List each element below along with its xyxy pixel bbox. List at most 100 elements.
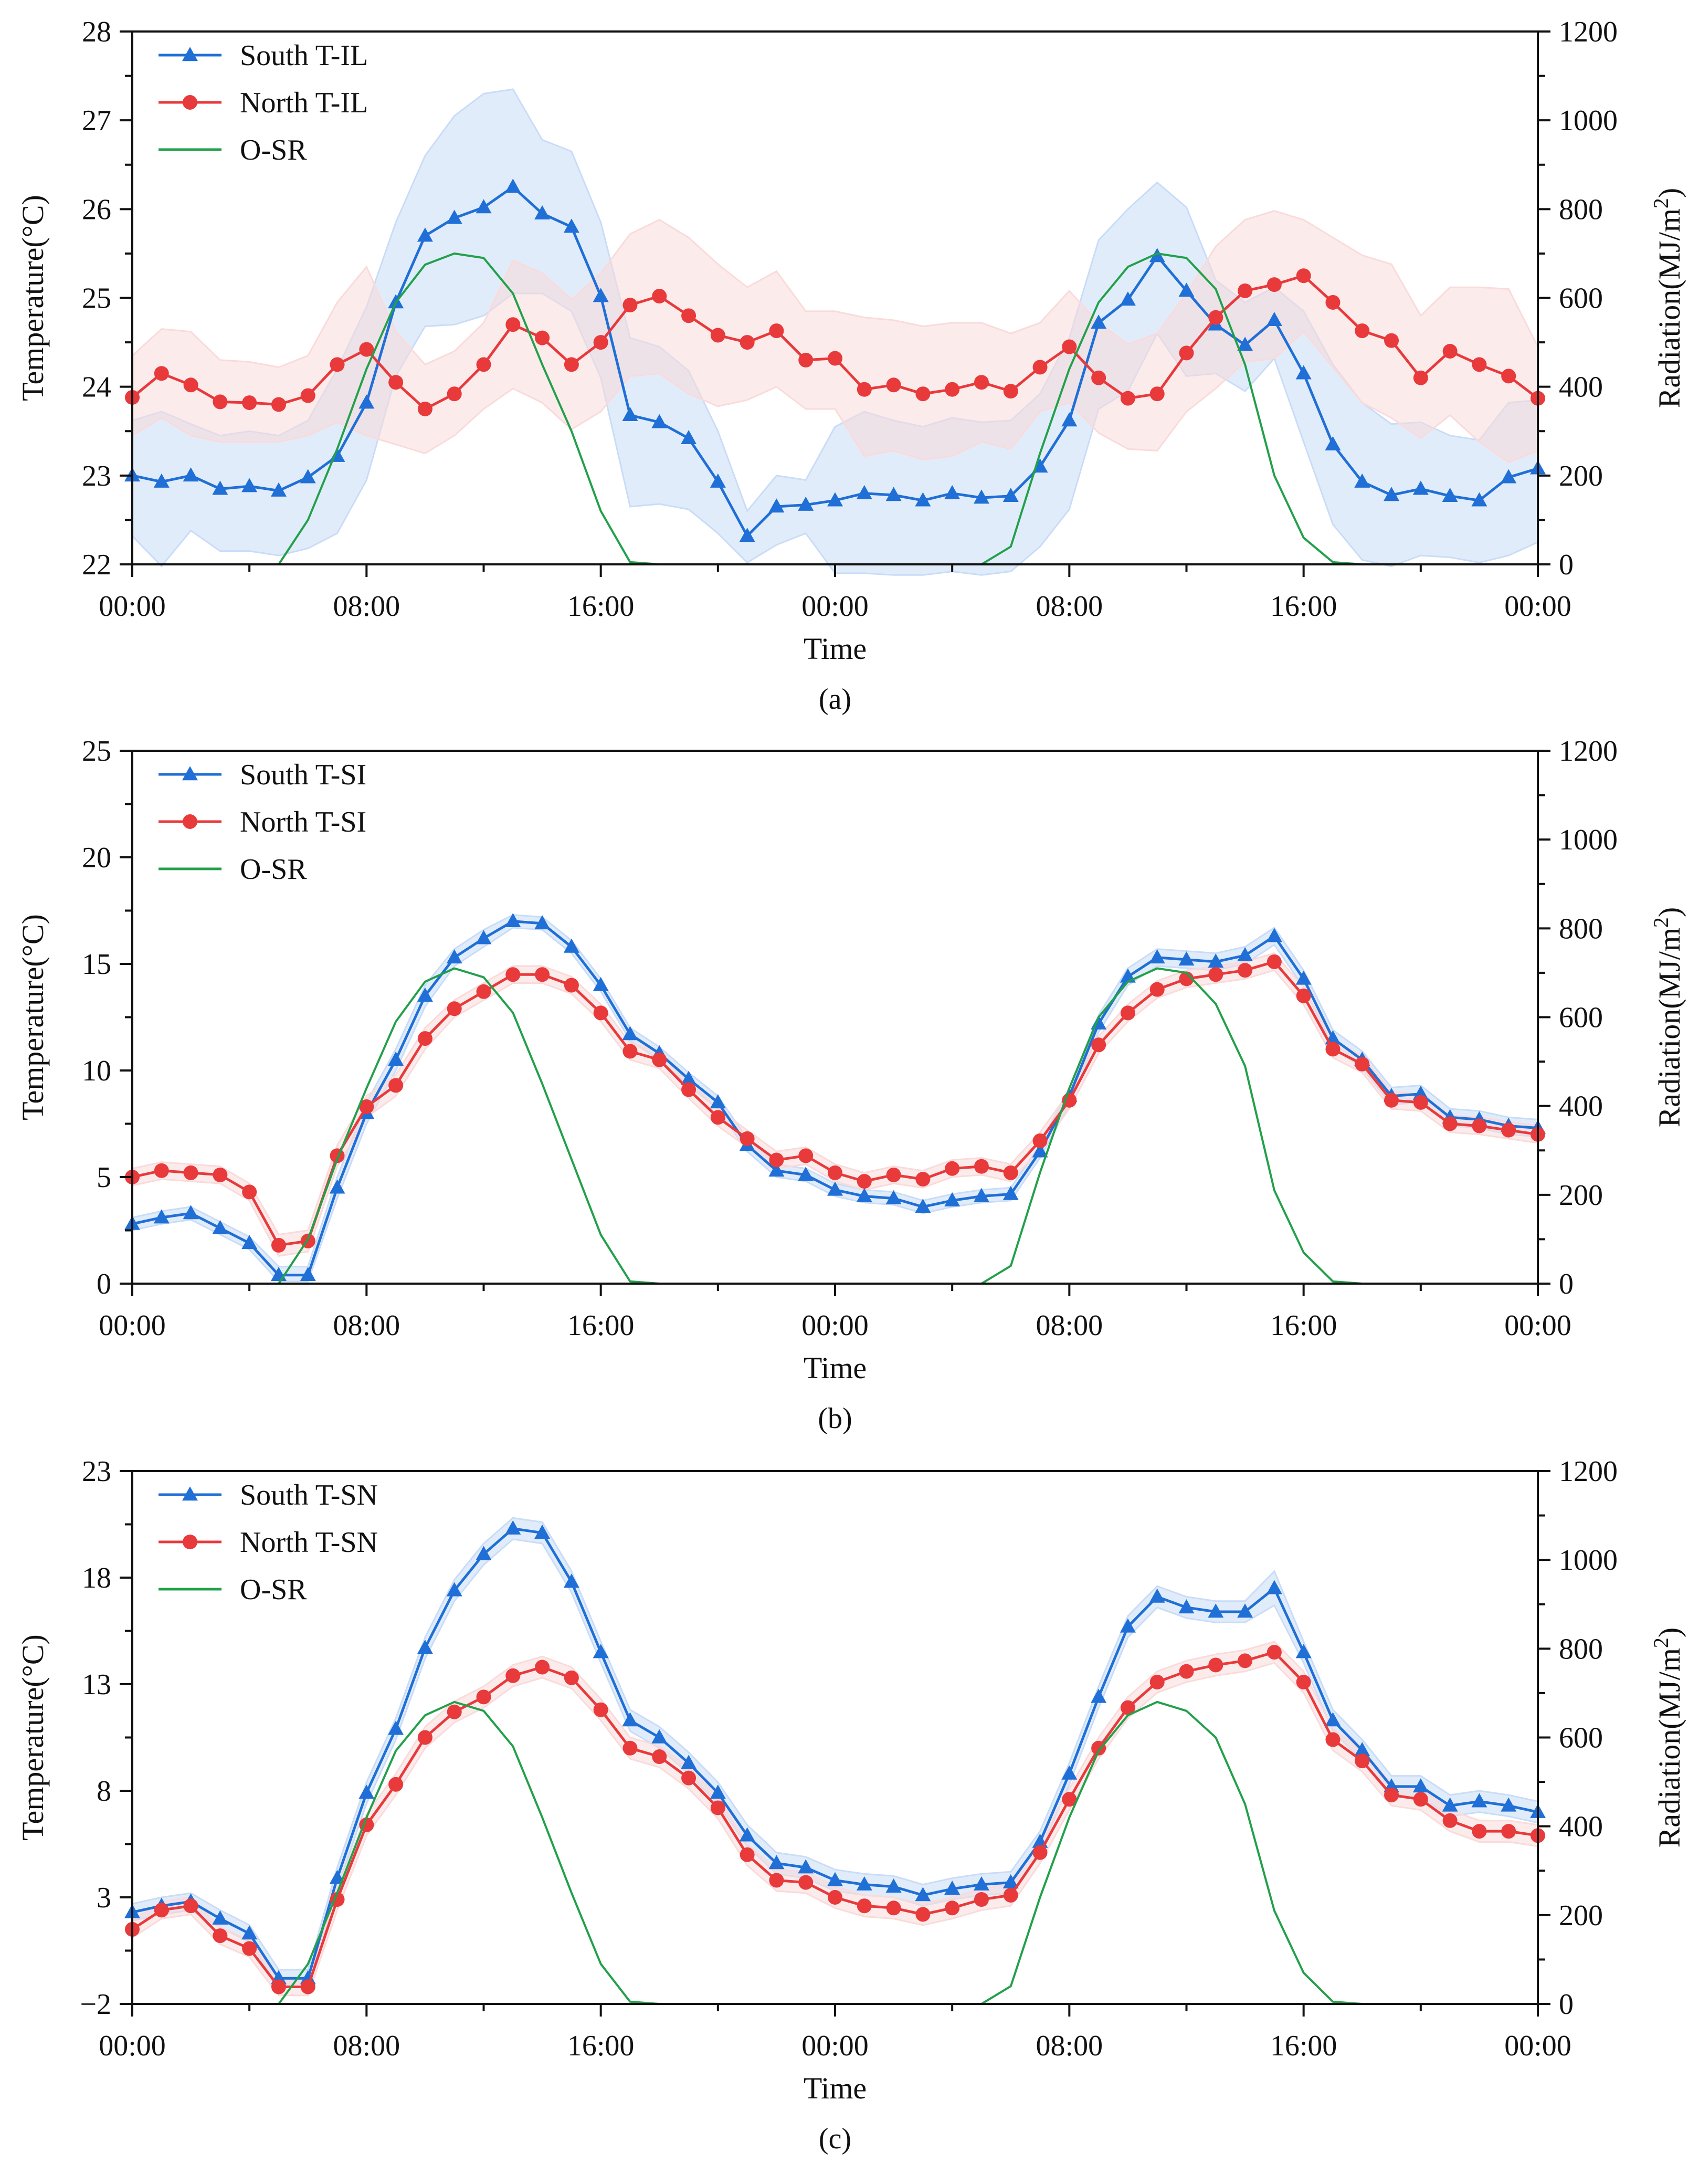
north-data-point — [945, 1161, 960, 1176]
south-data-point — [563, 938, 579, 953]
north-range-band — [131, 952, 1539, 1257]
legend-label: North T-SN — [240, 1526, 378, 1559]
south-data-point — [153, 473, 170, 488]
south-data-point — [827, 1181, 843, 1196]
y2-tick-label: 800 — [1559, 193, 1603, 226]
north-data-point — [271, 397, 286, 412]
south-data-point — [710, 1784, 726, 1799]
y-tick-label: 10 — [82, 1055, 111, 1087]
north-data-point — [213, 394, 228, 410]
south-data-point — [1120, 291, 1136, 306]
legend-label: South T-SI — [240, 759, 366, 791]
north-data-point — [593, 335, 608, 350]
north-data-point — [710, 328, 725, 343]
x-tick-label: 00:00 — [99, 2030, 166, 2062]
north-data-point — [1208, 1657, 1223, 1673]
south-data-point — [1032, 1143, 1048, 1158]
legend-triangle-marker — [182, 766, 198, 781]
north-data-point — [828, 1890, 842, 1905]
x-tick-label: 08:00 — [1036, 1309, 1103, 1342]
north-data-point — [183, 1165, 198, 1180]
north-data-point — [330, 357, 345, 372]
x-axis-title: Time — [804, 632, 867, 666]
y-tick-label: 23 — [82, 1455, 111, 1488]
north-data-point — [1149, 1674, 1165, 1689]
south-data-point — [476, 199, 492, 214]
north-data-point — [242, 1941, 257, 1956]
north-data-point — [1091, 1037, 1106, 1053]
x-tick-label: 08:00 — [1036, 590, 1103, 623]
south-data-point — [1325, 436, 1341, 450]
y2-tick-label: 200 — [1559, 1899, 1603, 1932]
north-data-point — [271, 1237, 286, 1253]
x-tick-label: 00:00 — [801, 1309, 869, 1342]
north-data-point — [1325, 1042, 1341, 1057]
south-data-point — [856, 485, 872, 499]
south-data-point — [856, 1876, 872, 1891]
north-data-point — [828, 1165, 842, 1180]
south-data-point — [183, 467, 199, 482]
x-tick-label: 16:00 — [1270, 2030, 1337, 2062]
north-data-point — [652, 289, 667, 304]
south-data-point — [739, 1827, 755, 1842]
south-data-point — [241, 1235, 258, 1250]
north-data-point — [1179, 345, 1194, 361]
legend-circle-marker — [183, 814, 197, 829]
north-data-point — [388, 1777, 404, 1792]
south-range-band — [131, 914, 1539, 1283]
north-data-point — [1062, 1792, 1077, 1807]
south-data-point — [505, 913, 521, 928]
south-series-line — [132, 920, 1538, 1277]
x-tick-label: 16:00 — [1270, 1309, 1337, 1342]
south-data-point — [798, 496, 814, 511]
south-data-point — [973, 489, 989, 504]
north-data-point — [886, 1900, 901, 1916]
south-data-point — [417, 988, 433, 1002]
y-tick-label: 25 — [82, 282, 111, 315]
north-data-point — [535, 967, 550, 982]
north-data-point — [769, 1873, 784, 1888]
south-data-point — [1412, 480, 1429, 495]
north-data-point — [1472, 357, 1487, 372]
y2-axis-title: Radiation(MJ/m2) — [1649, 907, 1686, 1128]
south-data-point — [856, 1188, 872, 1202]
north-data-point — [1238, 963, 1253, 978]
south-data-point — [915, 492, 931, 507]
north-data-point — [476, 1689, 491, 1705]
north-data-point — [593, 1702, 608, 1717]
south-data-point — [1501, 469, 1517, 484]
south-data-point — [1120, 1618, 1136, 1633]
south-data-point — [1149, 949, 1165, 964]
south-data-point — [241, 1925, 258, 1940]
y-axis-title: Temperature(°C) — [16, 1634, 50, 1841]
south-data-point — [329, 1179, 345, 1194]
north-data-point — [915, 1172, 931, 1187]
south-data-point — [915, 1887, 931, 1902]
south-data-point — [1091, 1688, 1107, 1703]
y2-tick-label: 1000 — [1559, 104, 1618, 137]
south-data-point — [212, 1220, 228, 1234]
south-data-point — [1002, 487, 1019, 502]
x-tick-label: 00:00 — [1504, 590, 1571, 623]
north-data-point — [1442, 1813, 1458, 1828]
south-data-point — [827, 492, 843, 507]
north-data-point — [359, 1099, 374, 1115]
south-data-point — [1149, 248, 1165, 262]
north-data-point — [564, 978, 579, 993]
north-data-point — [213, 1167, 228, 1182]
south-data-point — [212, 1910, 228, 1925]
north-data-point — [652, 1052, 667, 1067]
north-data-point — [1472, 1118, 1487, 1133]
south-data-point — [270, 482, 287, 497]
south-data-point — [768, 498, 785, 513]
north-data-point — [974, 1892, 989, 1907]
north-data-point — [915, 1907, 931, 1922]
legend-circle-marker — [183, 1535, 197, 1549]
south-data-point — [622, 1712, 638, 1727]
south-data-point — [593, 288, 609, 302]
north-data-point — [359, 342, 374, 357]
south-data-point — [1354, 1742, 1370, 1757]
north-data-point — [740, 1847, 755, 1862]
south-data-point — [1149, 1588, 1165, 1603]
south-data-point — [885, 1190, 902, 1204]
